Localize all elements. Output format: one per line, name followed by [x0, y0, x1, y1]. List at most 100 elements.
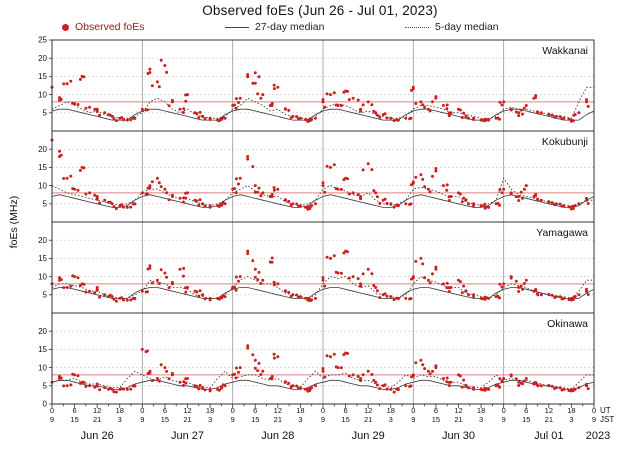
jst-tick-label: 3 [389, 415, 393, 424]
ut-tick-label: 6 [253, 406, 257, 415]
y-tick-label: 10 [38, 181, 47, 190]
jst-tick-label: 21 [183, 415, 191, 424]
x-axis: 0961512211830961512211830961512211830961… [50, 404, 614, 442]
y-tick-label: 25 [38, 36, 47, 45]
jst-axis-label: JST [600, 415, 614, 424]
ut-tick-label: 6 [343, 406, 347, 415]
ut-tick-label: 0 [231, 406, 235, 415]
ut-tick-label: 6 [524, 406, 528, 415]
y-tick-label: 5 [43, 109, 48, 118]
date-label: Jun 29 [352, 430, 385, 442]
year-label: 2023 [586, 430, 610, 442]
ut-tick-label: 0 [50, 406, 54, 415]
station-label: Okinawa [547, 318, 588, 330]
jst-tick-label: 9 [231, 415, 235, 424]
jst-tick-label: 21 [545, 415, 553, 424]
legend-27day-label: 27-day median [255, 21, 325, 33]
jst-tick-label: 3 [569, 415, 573, 424]
y-tick-label: 15 [38, 254, 47, 263]
median27-line [51, 108, 595, 121]
legend-5day-label: 5-day median [435, 21, 499, 33]
ut-tick-label: 0 [321, 406, 325, 415]
jst-tick-label: 15 [341, 415, 349, 424]
panel-kokubunji: 5 10 15 20 Kokubunji [38, 130, 595, 223]
dotted-line-icon [405, 26, 429, 28]
ut-tick-label: 6 [434, 406, 438, 415]
ut-tick-label: 18 [206, 406, 214, 415]
jst-tick-label: 21 [274, 415, 282, 424]
y-tick-label: 15 [38, 72, 47, 81]
y-tick-label: 20 [38, 236, 47, 245]
jst-tick-label: 15 [251, 415, 259, 424]
y-tick-label: 10 [38, 90, 47, 99]
red-dot-icon [62, 23, 69, 31]
y-tick-label: 15 [38, 163, 47, 172]
jst-tick-label: 21 [93, 415, 101, 424]
y-tick-label: 0 [43, 400, 48, 409]
jst-tick-label: 9 [140, 415, 144, 424]
ut-tick-label: 18 [296, 406, 304, 415]
median5-line [51, 86, 594, 119]
median27-line [51, 287, 595, 299]
jst-tick-label: 3 [298, 415, 302, 424]
ut-tick-label: 0 [411, 406, 415, 415]
panel-yamagawa: 5 10 15 20 Yamagawa [38, 221, 595, 314]
date-label: Jun 28 [261, 430, 294, 442]
panel-okinawa: 0 5 10 15 20 Okinawa [38, 312, 595, 409]
ut-tick-label: 18 [116, 406, 124, 415]
jst-tick-label: 9 [50, 415, 54, 424]
ut-tick-label: 12 [93, 406, 101, 415]
ut-tick-label: 6 [72, 406, 76, 415]
median5-line [51, 177, 594, 207]
ut-axis-label: UT [600, 406, 611, 415]
y-tick-label: 10 [38, 272, 47, 281]
jst-tick-label: 21 [364, 415, 372, 424]
jst-tick-label: 3 [118, 415, 122, 424]
date-label: Jun 26 [81, 430, 114, 442]
legend-item-5day-median: 5-day median [405, 21, 499, 33]
legend-item-27day-median: 27-day median [225, 21, 324, 33]
y-tick-label: 5 [43, 382, 48, 391]
station-label: Kokubunji [542, 136, 588, 148]
station-label: Yamagawa [536, 227, 588, 239]
jst-tick-label: 15 [522, 415, 530, 424]
ut-tick-label: 12 [454, 406, 462, 415]
date-label: Jul 01 [534, 430, 563, 442]
date-label: Jun 30 [442, 430, 475, 442]
chart-title: Observed foEs (Jun 26 - Jul 01, 2023) [202, 3, 438, 18]
jst-tick-label: 15 [161, 415, 169, 424]
jst-tick-label: 15 [432, 415, 440, 424]
median27-line [51, 379, 595, 390]
y-tick-label: 20 [38, 145, 47, 154]
date-label: Jun 27 [171, 430, 204, 442]
y-axis-label: foEs (MHz) [8, 195, 20, 249]
y-tick-label: 5 [43, 200, 48, 209]
median27-line [51, 194, 595, 208]
ut-tick-label: 18 [477, 406, 485, 415]
jst-tick-label: 9 [411, 415, 415, 424]
jst-tick-label: 9 [502, 415, 506, 424]
y-tick-label: 5 [43, 291, 48, 300]
ut-tick-label: 18 [567, 406, 575, 415]
jst-tick-label: 3 [479, 415, 483, 424]
ut-tick-label: 12 [545, 406, 553, 415]
legend-observed-label: Observed foEs [75, 21, 145, 33]
jst-tick-label: 21 [454, 415, 462, 424]
panel-wakkanai: 5 10 15 20 25 Wakkanai [38, 36, 595, 132]
y-tick-label: 20 [38, 54, 47, 63]
y-tick-label: 20 [38, 327, 47, 336]
ut-tick-label: 0 [140, 406, 144, 415]
ut-tick-label: 12 [183, 406, 191, 415]
ut-tick-label: 18 [387, 406, 395, 415]
station-label: Wakkanai [542, 45, 588, 57]
solid-line-icon [225, 26, 249, 28]
ut-tick-label: 12 [274, 406, 282, 415]
ut-tick-label: 6 [163, 406, 167, 415]
median5-line [51, 370, 594, 390]
ut-tick-label: 0 [592, 406, 596, 415]
ut-tick-label: 0 [502, 406, 506, 415]
y-tick-label: 10 [38, 363, 47, 372]
jst-tick-label: 9 [321, 415, 325, 424]
ut-tick-label: 12 [364, 406, 372, 415]
